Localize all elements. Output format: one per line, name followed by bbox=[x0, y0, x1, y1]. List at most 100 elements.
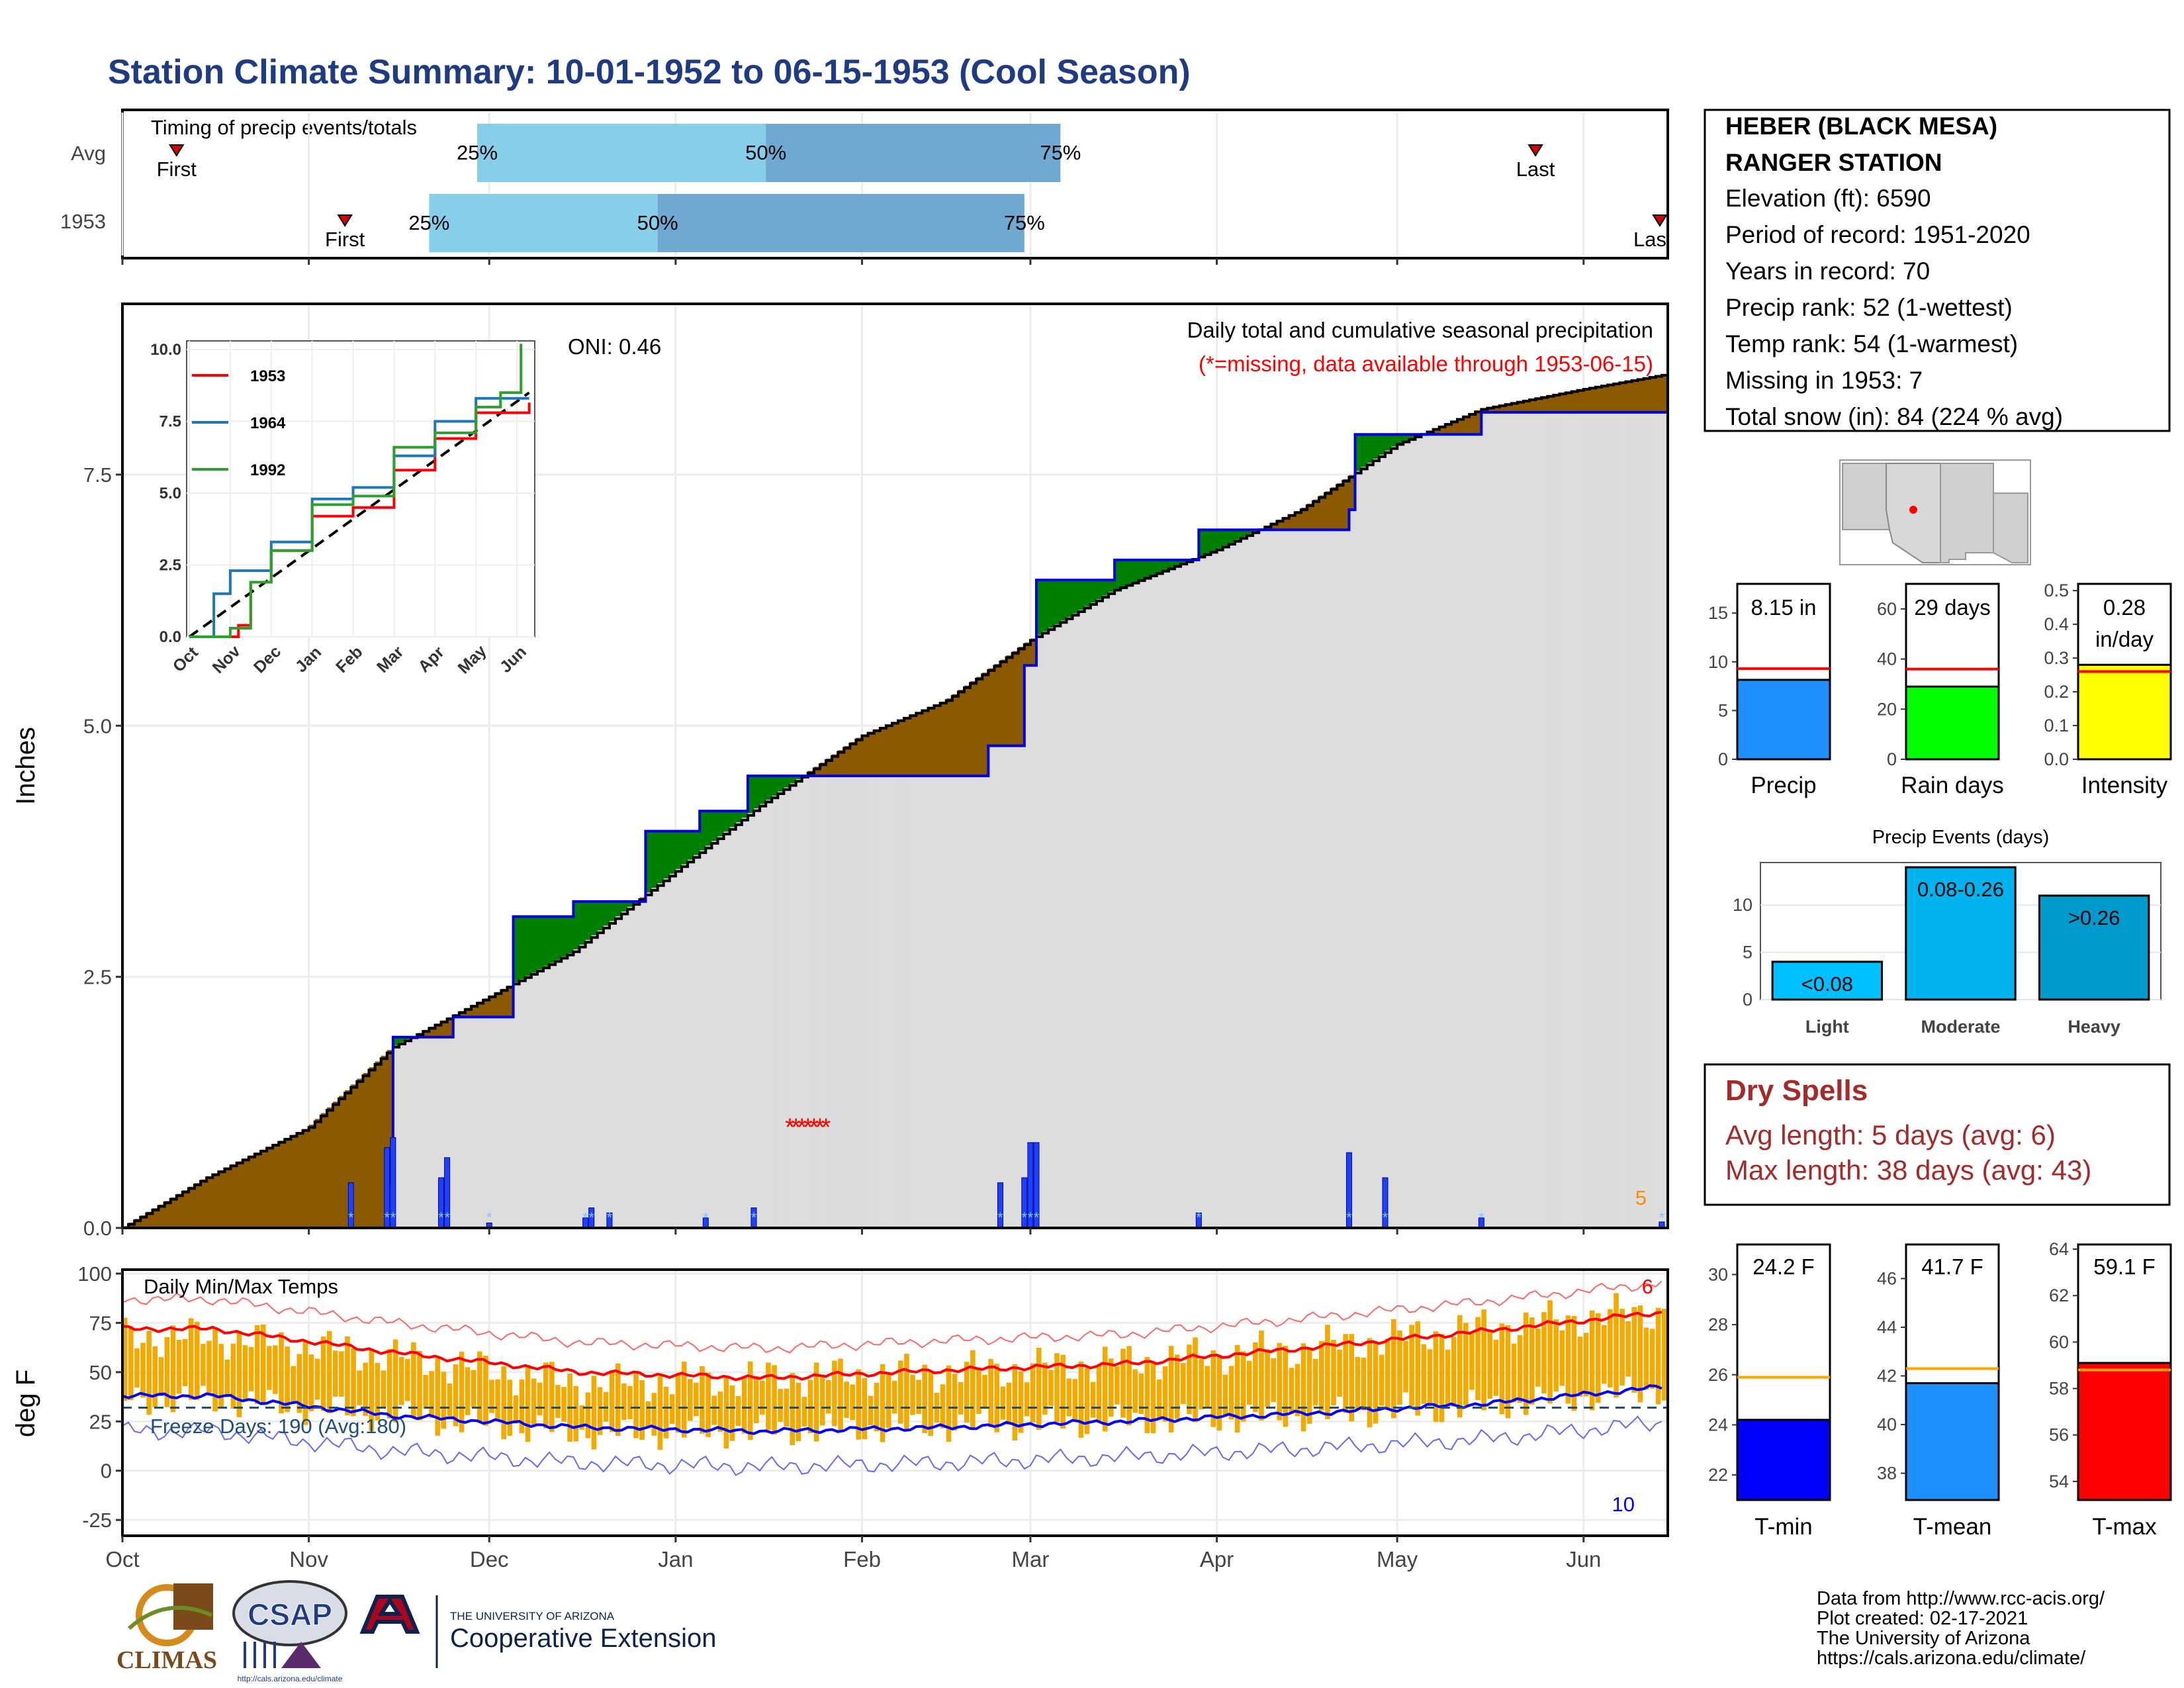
timing-pct-label: 50% bbox=[637, 211, 678, 234]
temperature-y-axis: 100 75 50 25 0 -25 bbox=[77, 1262, 122, 1532]
ua-logo-small-text: THE UNIVERSITY OF ARIZONA bbox=[450, 1610, 615, 1622]
deficit-area bbox=[1583, 389, 1590, 412]
temperature-panel-frame bbox=[121, 1268, 1669, 1537]
surplus-area bbox=[1373, 434, 1380, 459]
deficit-area bbox=[387, 1050, 394, 1183]
normal-precip-area bbox=[796, 779, 803, 1228]
mini-bar-value-line1: 0.28 bbox=[2103, 595, 2146, 620]
deficit-area bbox=[1277, 520, 1284, 530]
normal-precip-area bbox=[1355, 471, 1362, 1228]
surplus-area bbox=[567, 916, 574, 954]
surplus-area bbox=[597, 901, 604, 931]
daily-temp-range-bar bbox=[729, 1385, 735, 1441]
deficit-area bbox=[1475, 410, 1482, 435]
deficit-area bbox=[375, 1061, 382, 1228]
deficit-area bbox=[832, 754, 839, 776]
daily-temp-range-bar bbox=[369, 1349, 375, 1431]
inset-legend-label: 1992 bbox=[250, 461, 285, 479]
surplus-area bbox=[543, 916, 550, 966]
precip-events-tick-label: 10 bbox=[1733, 895, 1752, 915]
normal-precip-area bbox=[459, 1017, 466, 1228]
deficit-area bbox=[176, 1194, 183, 1228]
surplus-area bbox=[778, 776, 785, 792]
normal-precip-area bbox=[694, 855, 700, 1228]
normal-precip-area bbox=[760, 804, 766, 1228]
normal-precip-area bbox=[891, 776, 899, 1228]
daily-temp-range-bar bbox=[188, 1318, 194, 1400]
daily-temp-range-bar bbox=[291, 1366, 296, 1402]
daily-temp-range-bar bbox=[447, 1383, 453, 1417]
mini-bar-tick-label: 20 bbox=[1877, 699, 1897, 719]
daily-temp-range-bar bbox=[1024, 1382, 1030, 1417]
deficit-area bbox=[862, 734, 869, 776]
deficit-area bbox=[320, 1113, 328, 1228]
normal-precip-area bbox=[766, 800, 772, 1228]
normal-precip-area bbox=[862, 776, 869, 1228]
normal-precip-area bbox=[1451, 434, 1458, 1228]
deficit-area bbox=[345, 1090, 351, 1228]
temperature-summary-bars: 22 24 26 28 30 24.2 F T-min 38 40 42 44 46 41.7 F T-m… bbox=[1708, 1239, 2172, 1540]
daily-temp-range-bar bbox=[1349, 1334, 1355, 1422]
deficit-area bbox=[158, 1204, 165, 1228]
daily-temp-range-bar bbox=[796, 1382, 801, 1442]
daily-temp-range-bar bbox=[1096, 1365, 1102, 1423]
normal-precip-area bbox=[1102, 595, 1109, 1228]
surplus-area bbox=[615, 901, 622, 917]
normal-precip-area bbox=[1234, 539, 1242, 1229]
dry-spells-box: Dry Spells Avg length: 5 days (avg: 6) M… bbox=[1704, 1063, 2171, 1206]
mini-bar-label: Intensity bbox=[2081, 773, 2168, 798]
normal-precip-area bbox=[1535, 412, 1542, 1229]
precip-y-tick-label: 7.5 bbox=[83, 463, 112, 487]
deficit-area bbox=[1451, 420, 1458, 435]
daily-temp-range-bar bbox=[813, 1362, 819, 1442]
deficit-area bbox=[1529, 399, 1536, 412]
normal-precip-area bbox=[1283, 530, 1290, 1228]
normal-precip-area bbox=[501, 1017, 508, 1228]
surplus-area bbox=[669, 831, 676, 874]
month-label: May bbox=[1377, 1547, 1418, 1571]
normal-precip-area bbox=[477, 1017, 484, 1228]
normal-precip-area bbox=[663, 878, 670, 1228]
normal-precip-area bbox=[1144, 577, 1152, 1228]
daily-temp-range-bar bbox=[663, 1386, 669, 1439]
surplus-area bbox=[700, 811, 706, 851]
daily-temp-range-bar bbox=[1210, 1350, 1216, 1427]
normal-precip-area bbox=[952, 776, 959, 1228]
daily-temp-range-bar bbox=[1205, 1366, 1210, 1408]
temp-y-tick-label: 50 bbox=[89, 1361, 112, 1384]
temp-bar-tick-label: 58 bbox=[2049, 1379, 2069, 1399]
normal-precip-area bbox=[700, 850, 706, 1228]
surplus-area bbox=[1174, 559, 1181, 565]
deficit-area bbox=[1271, 522, 1278, 530]
normal-precip-area bbox=[1078, 610, 1085, 1228]
daily-temp-range-bar bbox=[273, 1345, 278, 1394]
daily-temp-range-bar bbox=[1547, 1300, 1553, 1404]
normal-precip-area bbox=[1132, 581, 1140, 1228]
daily-precip-marker: * bbox=[444, 1209, 450, 1226]
daily-temp-range-bar bbox=[1331, 1340, 1336, 1406]
daily-temp-range-bar bbox=[1012, 1364, 1018, 1441]
precip-events-chart: Precip Events (days) 0 5 10 <0.08 Light 0.08-0… bbox=[1733, 827, 2161, 1037]
daily-temp-range-bar bbox=[1277, 1342, 1283, 1421]
precip-events-category: Moderate bbox=[1921, 1017, 2000, 1037]
average-cumulative-line bbox=[122, 373, 1669, 1229]
daily-temp-range-bar bbox=[645, 1401, 651, 1428]
normal-precip-area bbox=[669, 873, 676, 1228]
normal-precip-area bbox=[1096, 599, 1103, 1228]
daily-temp-range-bar bbox=[801, 1397, 807, 1427]
temp-bar-t-mean bbox=[1905, 1382, 2000, 1501]
daily-temp-range-bar bbox=[435, 1358, 441, 1436]
first-event-label: First bbox=[325, 228, 365, 251]
daily-temp-range-bar bbox=[375, 1362, 381, 1421]
precip-events-bar-label: >0.26 bbox=[2068, 906, 2120, 929]
deficit-area bbox=[970, 681, 977, 776]
location-map bbox=[1839, 459, 2031, 565]
normal-precip-area bbox=[657, 883, 664, 1228]
surplus-area bbox=[1120, 559, 1127, 587]
daily-temp-range-bar bbox=[1631, 1307, 1637, 1393]
deficit-area bbox=[1637, 379, 1645, 412]
station-info-frame bbox=[1704, 109, 2171, 432]
deficit-area bbox=[146, 1211, 154, 1228]
daily-temp-range-bar bbox=[1312, 1358, 1318, 1406]
surplus-area bbox=[398, 1037, 406, 1043]
